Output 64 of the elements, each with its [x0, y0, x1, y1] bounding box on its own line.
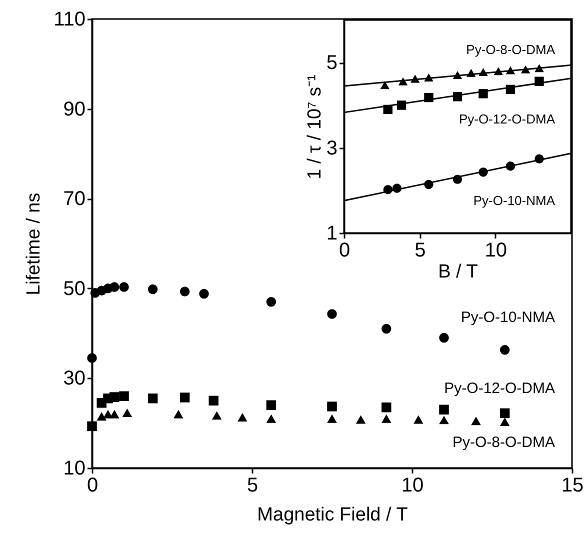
x-tick-label: 5 — [246, 474, 258, 496]
x-tick-label: 15 — [561, 474, 584, 496]
point — [266, 400, 276, 410]
series-label: Py-O-10-NMA — [473, 192, 556, 208]
point — [208, 396, 218, 406]
point — [500, 408, 510, 418]
point — [266, 297, 276, 307]
y-tick-label: 10 — [63, 458, 86, 480]
x-axis-title: B / T — [438, 262, 478, 282]
point — [266, 414, 276, 423]
series-label: Py-O-8-O-DMA — [452, 434, 555, 451]
point — [439, 416, 449, 424]
point — [110, 392, 120, 402]
point — [110, 410, 120, 418]
point — [96, 412, 106, 421]
series-label: Py-O-12-O-DMA — [458, 111, 556, 126]
point — [212, 411, 222, 420]
point — [174, 410, 184, 418]
point — [119, 391, 129, 402]
y-axis-title: Lifetime / ns — [24, 192, 45, 296]
point — [148, 394, 158, 404]
x-axis-title: Magnetic Field / T — [257, 504, 408, 526]
point — [180, 286, 190, 296]
point — [110, 282, 120, 292]
y-tick-label: 1 — [326, 222, 338, 244]
point — [327, 414, 337, 423]
y-tick-label: 3 — [326, 137, 338, 160]
point — [382, 402, 392, 412]
point — [500, 345, 510, 355]
y-axis-title: 1 / τ / 10⁷ s⁻¹ — [304, 74, 326, 180]
y-tick-label: 90 — [63, 98, 86, 120]
point — [199, 288, 209, 299]
point — [87, 421, 97, 432]
series-label: Py-O-8-O-DMA — [466, 42, 556, 58]
point — [148, 284, 158, 294]
point — [122, 408, 132, 417]
point — [382, 414, 392, 423]
y-tick-label: 50 — [63, 278, 86, 300]
point — [382, 324, 392, 334]
point — [119, 282, 129, 292]
x-tick-label: 5 — [414, 240, 426, 262]
point — [180, 392, 190, 402]
point — [356, 415, 366, 424]
point — [327, 402, 337, 412]
point — [327, 309, 337, 319]
y-tick-label: 30 — [63, 368, 86, 390]
point — [439, 404, 449, 415]
y-tick-label: 110 — [54, 8, 86, 30]
point — [414, 415, 424, 424]
x-tick-label: 0 — [338, 240, 350, 262]
y-tick-label: 5 — [326, 52, 338, 74]
series-label: Py-O-12-O-DMA — [444, 380, 555, 398]
y-tick-label: 70 — [63, 188, 86, 210]
point — [500, 418, 510, 426]
x-tick-label: 0 — [86, 474, 98, 496]
point — [238, 413, 248, 422]
point — [398, 77, 408, 86]
x-tick-label: 10 — [484, 240, 507, 262]
series-label: Py-O-10-NMA — [460, 308, 555, 326]
point — [471, 416, 481, 426]
point — [87, 353, 97, 363]
point — [380, 81, 390, 90]
point — [439, 332, 449, 343]
x-tick-label: 10 — [401, 474, 424, 496]
